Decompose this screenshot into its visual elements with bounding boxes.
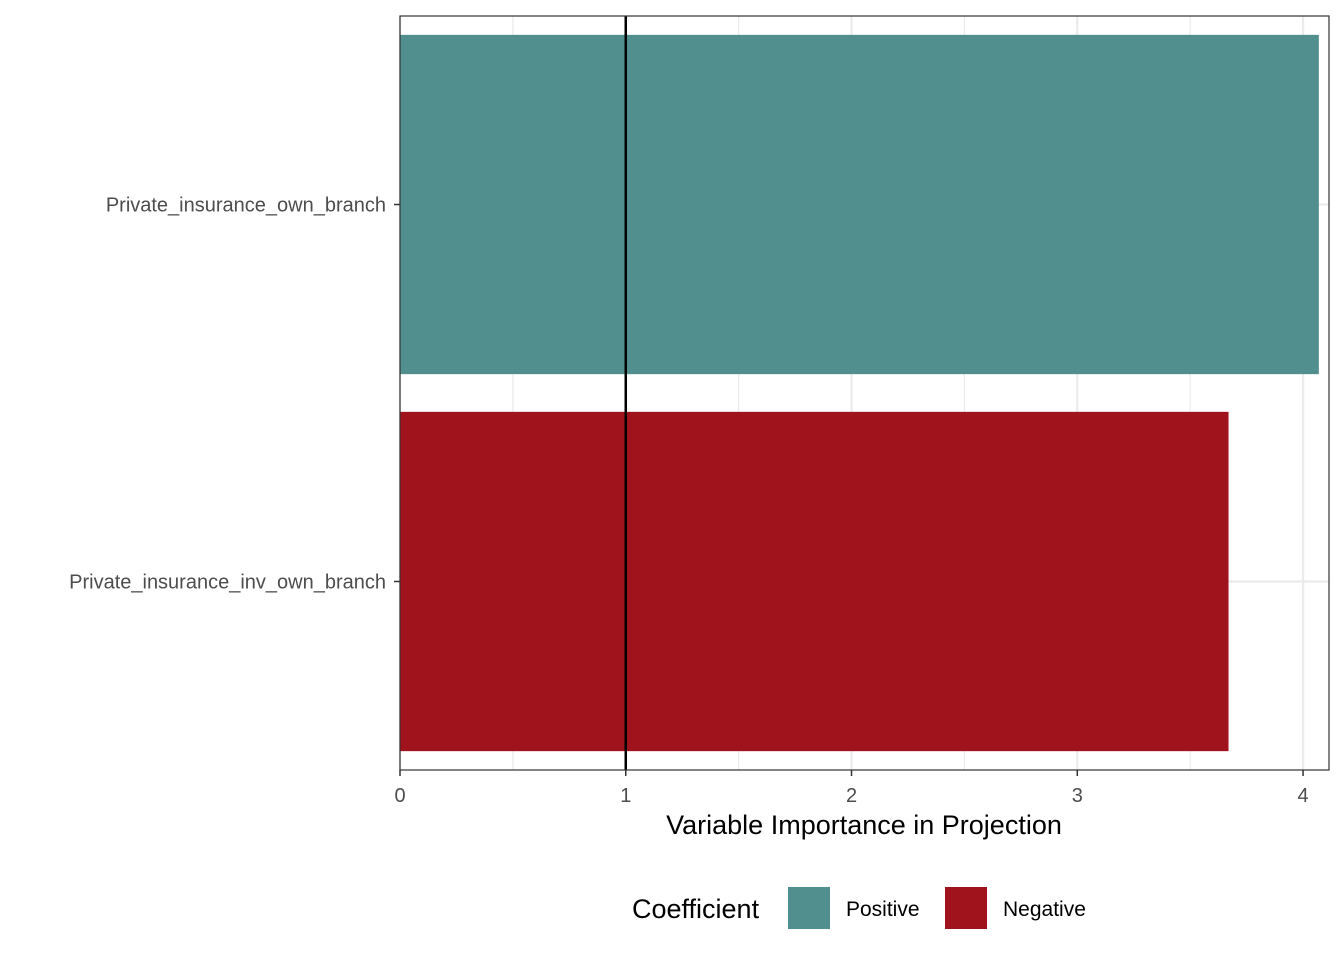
plot-panel-border: [399, 15, 1330, 771]
x-axis: 0 1 2 3 4: [394, 770, 1309, 807]
bar-Private_insurance_own_branch: [400, 34, 1319, 375]
legend: Coefficient Positive Negative: [632, 887, 1086, 929]
legend-label-negative: Negative: [1003, 898, 1086, 921]
x-tick-label-4: 4: [1297, 785, 1308, 807]
legend-key-positive: [788, 887, 830, 929]
x-tick-label-1: 1: [620, 785, 631, 807]
x-axis-title: Variable Importance in Projection: [666, 810, 1062, 840]
legend-title: Coefficient: [632, 894, 760, 924]
y-axis: Private_insurance_own_branch Private_insu…: [69, 195, 400, 594]
y-tick-label-Private_insurance_own_branch: Private_insurance_own_branch: [106, 195, 386, 217]
legend-key-negative: [945, 887, 987, 929]
y-tick-label-Private_insurance_inv_own_branch: Private_insurance_inv_own_branch: [69, 572, 386, 594]
x-tick-label-0: 0: [394, 785, 405, 807]
bars: [400, 34, 1319, 752]
x-tick-label-3: 3: [1072, 785, 1083, 807]
legend-label-positive: Positive: [846, 898, 920, 921]
x-tick-label-2: 2: [846, 785, 857, 807]
bar-Private_insurance_inv_own_branch: [400, 411, 1229, 752]
